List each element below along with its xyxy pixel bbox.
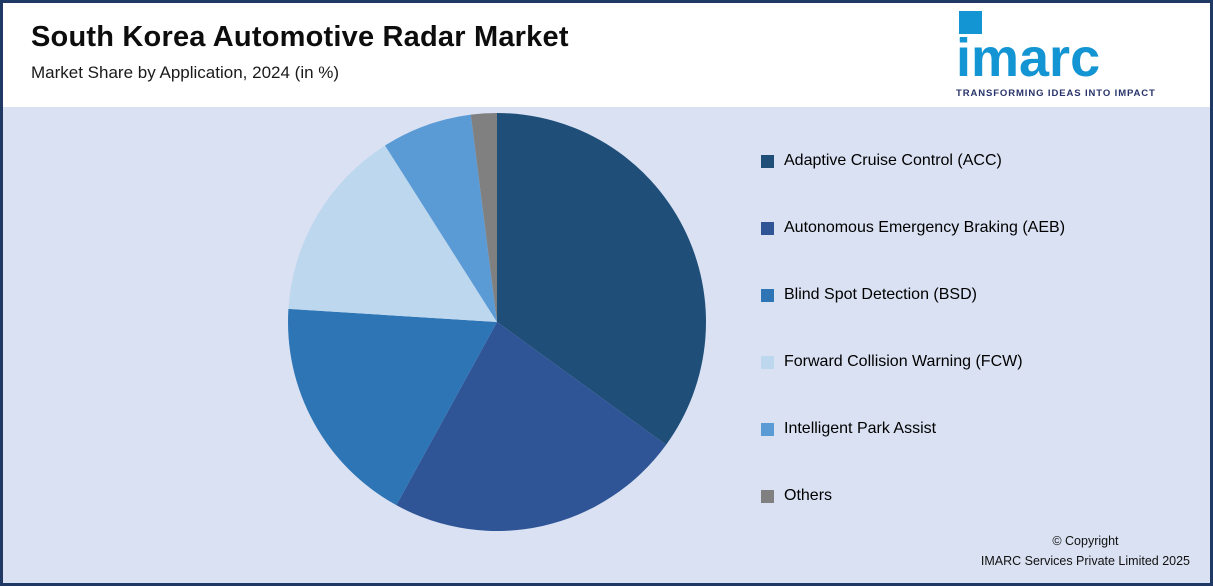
pie-slice-3 [288,145,497,322]
copyright-line1: © Copyright [1052,534,1119,549]
logo-brand-text: imarc [956,28,1101,88]
page-title: South Korea Automotive Radar Market [31,21,569,53]
pie-slice-2 [288,308,497,506]
legend: Adaptive Cruise Control (ACC) Autonomous … [761,150,1065,507]
pie-chart [288,113,706,531]
imarc-logo: imarc TRANSFORMING IDEAS INTO IMPACT [956,11,1194,99]
legend-item: Intelligent Park Assist [761,418,1065,440]
pie-slice-5 [470,113,497,322]
legend-label: Forward Collision Warning (FCW) [784,353,1023,370]
legend-item: Others [761,485,1065,507]
legend-label: Intelligent Park Assist [784,420,937,437]
legend-label: Adaptive Cruise Control (ACC) [784,152,1002,169]
pie-slice-1 [396,322,667,531]
legend-swatch [761,489,774,503]
legend-item: Forward Collision Warning (FCW) [761,351,1065,373]
legend-item: Blind Spot Detection (BSD) [761,284,1065,306]
legend-label: Blind Spot Detection (BSD) [784,286,977,303]
legend-label: Others [784,487,833,504]
legend-swatch [761,422,774,436]
legend-swatch [761,221,774,235]
legend-label: Autonomous Emergency Braking (AEB) [784,219,1066,236]
pie-slice-4 [385,114,497,322]
logo-square-icon [959,11,982,34]
legend-swatch [761,288,774,302]
legend-item: Adaptive Cruise Control (ACC) [761,150,1065,172]
copyright-line2: IMARC Services Private Limited 2025 [980,553,1190,568]
copyright-notice: © Copyright IMARC Services Private Limit… [981,532,1190,571]
logo-tagline: TRANSFORMING IDEAS INTO IMPACT [956,87,1156,99]
pie-slice-0 [497,113,706,445]
legend-item: Autonomous Emergency Braking (AEB) [761,217,1065,239]
page-subtitle: Market Share by Application, 2024 (in %) [31,63,340,82]
legend-swatch [761,154,774,168]
header-band: South Korea Automotive Radar Market Mark… [3,3,1210,107]
legend-swatch [761,355,774,369]
